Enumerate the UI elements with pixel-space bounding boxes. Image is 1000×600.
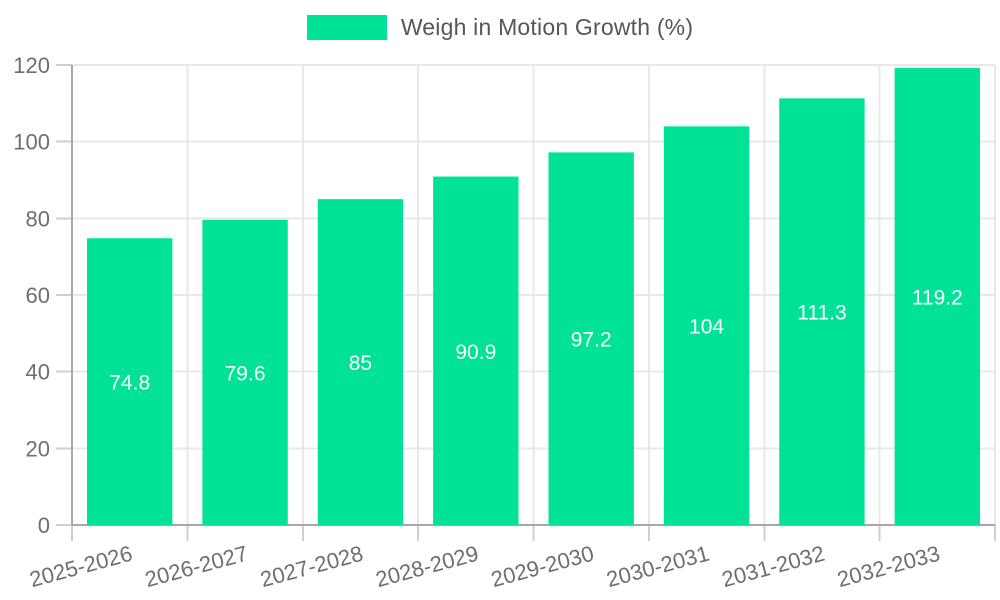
x-axis-category-label: 2029-2030 bbox=[488, 541, 596, 592]
bar[interactable] bbox=[433, 176, 519, 526]
y-axis-tick-label: 20 bbox=[26, 436, 50, 461]
y-axis-tick-label: 60 bbox=[26, 283, 50, 308]
bar[interactable] bbox=[663, 126, 750, 525]
bar-value-label: 85 bbox=[349, 352, 372, 375]
y-axis-tick-label: 80 bbox=[26, 206, 50, 231]
x-axis-category-label: 2032-2033 bbox=[835, 541, 943, 592]
bar[interactable] bbox=[894, 68, 981, 526]
x-axis-category-label: 2025-2026 bbox=[27, 541, 135, 592]
bar-value-label: 111.3 bbox=[797, 302, 846, 325]
x-axis-category-label: 2031-2032 bbox=[719, 541, 827, 592]
bar[interactable] bbox=[548, 152, 634, 525]
bar[interactable] bbox=[317, 199, 404, 525]
y-axis-tick-label: 120 bbox=[13, 53, 50, 78]
bar-value-label: 74.8 bbox=[109, 372, 150, 395]
x-axis-category-label: 2028-2029 bbox=[373, 541, 481, 592]
bar[interactable] bbox=[202, 219, 288, 525]
y-axis-tick-label: 40 bbox=[26, 360, 50, 385]
x-axis-category-label: 2026-2027 bbox=[142, 541, 250, 592]
legend-color-swatch bbox=[306, 15, 387, 40]
y-axis-tick-label: 100 bbox=[13, 130, 50, 155]
x-axis-category-label: 2030-2031 bbox=[604, 541, 712, 592]
legend-label: Weigh in Motion Growth (%) bbox=[400, 14, 694, 40]
bar-value-label: 79.6 bbox=[225, 362, 266, 385]
legend[interactable]: Weigh in Motion Growth (%) bbox=[0, 14, 1000, 41]
x-axis-category-label: 2027-2028 bbox=[258, 541, 366, 592]
y-axis-tick-label: 0 bbox=[38, 513, 50, 538]
bar-value-label: 90.9 bbox=[455, 341, 496, 364]
bar[interactable] bbox=[779, 98, 865, 525]
bar-value-label: 97.2 bbox=[571, 329, 612, 352]
bar[interactable] bbox=[86, 238, 173, 525]
bar-value-label: 104 bbox=[689, 316, 724, 339]
bar-value-label: 119.2 bbox=[912, 287, 963, 310]
